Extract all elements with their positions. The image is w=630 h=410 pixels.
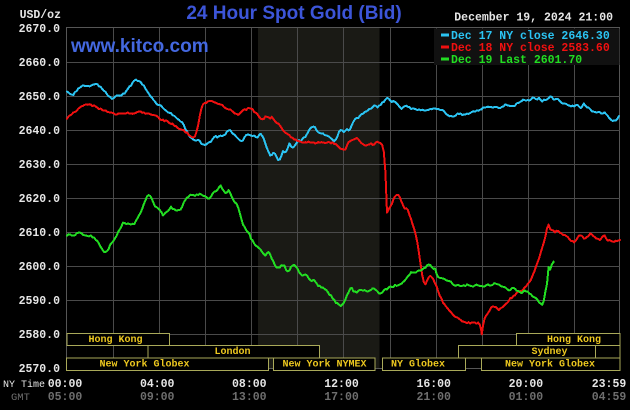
svg-text:2660.0: 2660.0: [19, 57, 61, 70]
svg-text:GMT: GMT: [11, 392, 30, 404]
svg-text:09:00: 09:00: [140, 391, 175, 404]
svg-text:13:00: 13:00: [232, 391, 267, 404]
svg-text:23:59: 23:59: [592, 378, 627, 391]
svg-text:New York NYMEX: New York NYMEX: [282, 359, 366, 371]
svg-text:08:00: 08:00: [232, 378, 267, 391]
svg-text:12:00: 12:00: [324, 378, 359, 391]
svg-text:16:00: 16:00: [416, 378, 451, 391]
svg-text:2580.0: 2580.0: [19, 329, 61, 342]
svg-text:Dec 17 NY close 2646.30: Dec 17 NY close 2646.30: [451, 30, 610, 43]
svg-text:2670.0: 2670.0: [19, 23, 61, 36]
svg-text:2610.0: 2610.0: [19, 227, 61, 240]
svg-text:www.kitco.com: www.kitco.com: [70, 36, 209, 57]
svg-text:01:00: 01:00: [509, 391, 544, 404]
svg-text:2620.0: 2620.0: [19, 193, 61, 206]
svg-text:04:59: 04:59: [592, 391, 627, 404]
svg-text:04:00: 04:00: [140, 378, 175, 391]
svg-text:December 19, 2024 21:00: December 19, 2024 21:00: [454, 12, 613, 25]
svg-text:05:00: 05:00: [48, 391, 83, 404]
svg-text:USD/oz: USD/oz: [20, 9, 62, 22]
svg-text:New York Globex: New York Globex: [99, 359, 189, 371]
svg-text:20:00: 20:00: [509, 378, 544, 391]
svg-text:NY Time: NY Time: [3, 379, 45, 391]
svg-text:NY Globex: NY Globex: [391, 359, 445, 371]
svg-text:Dec 19 Last 2601.70: Dec 19 Last 2601.70: [451, 54, 582, 67]
svg-text:17:00: 17:00: [324, 391, 359, 404]
svg-text:Hong Kong: Hong Kong: [88, 335, 142, 346]
svg-text:New York Globex: New York Globex: [505, 359, 595, 371]
svg-text:Dec 18 NY close 2583.60: Dec 18 NY close 2583.60: [451, 42, 610, 55]
svg-text:2650.0: 2650.0: [19, 91, 61, 104]
svg-text:London: London: [214, 346, 250, 358]
svg-text:21:00: 21:00: [416, 391, 451, 404]
svg-text:2640.0: 2640.0: [19, 125, 61, 138]
svg-text:2630.0: 2630.0: [19, 159, 61, 172]
svg-text:2570.0: 2570.0: [19, 363, 61, 376]
svg-text:Sydney: Sydney: [531, 346, 567, 358]
svg-text:Hong Kong: Hong Kong: [547, 335, 601, 346]
svg-text:00:00: 00:00: [48, 378, 83, 391]
svg-text:2590.0: 2590.0: [19, 295, 61, 308]
svg-text:2600.0: 2600.0: [19, 261, 61, 274]
svg-text:24 Hour Spot Gold (Bid): 24 Hour Spot Gold (Bid): [186, 3, 401, 24]
